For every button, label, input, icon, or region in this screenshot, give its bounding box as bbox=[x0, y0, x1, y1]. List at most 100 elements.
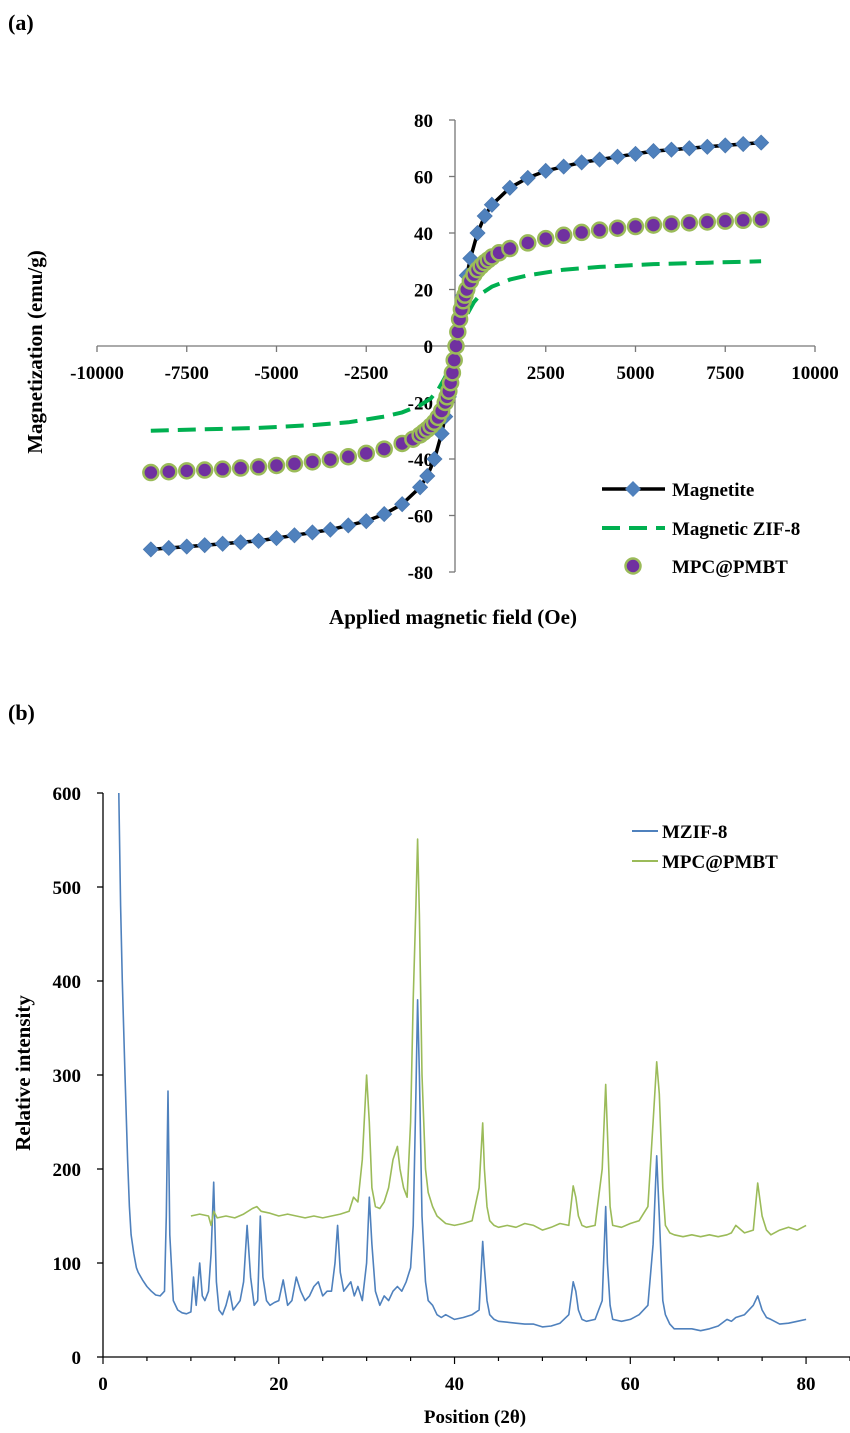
magnetite-point bbox=[304, 524, 321, 541]
y-tick-label: 60 bbox=[414, 168, 433, 189]
y-tick-label: 300 bbox=[53, 1066, 82, 1087]
x-tick-label: 7500 bbox=[706, 363, 744, 384]
y-tick-label: -80 bbox=[408, 563, 433, 584]
magnetite-point bbox=[426, 450, 443, 468]
mpc-pmbt-point bbox=[537, 229, 555, 248]
magnetite-point bbox=[286, 527, 303, 544]
mpc-pmbt-point bbox=[554, 226, 573, 245]
magnetite-point bbox=[322, 521, 339, 538]
magnetite-point bbox=[340, 517, 357, 534]
magnetite-point bbox=[555, 158, 572, 175]
x-axis-title: Position (2θ) bbox=[424, 1407, 526, 1428]
x-tick-label: -10000 bbox=[70, 363, 124, 384]
magnetite-point bbox=[735, 135, 752, 153]
magnetite-point bbox=[419, 467, 436, 485]
magnetite-point bbox=[178, 538, 195, 555]
magnetite-point bbox=[394, 496, 411, 513]
mpc-pmbt-point bbox=[680, 214, 699, 232]
x-tick-label: -7500 bbox=[165, 363, 209, 384]
mpc-pmbt-point bbox=[160, 462, 178, 481]
magnetization-chart: (a) -10000 -7500 -5000 -2500 0 2500 5000 7500 100… bbox=[8, 10, 839, 629]
x-tick-label: 40 bbox=[445, 1374, 464, 1395]
magnetite-point bbox=[645, 143, 662, 160]
legend-label-mzif8: MZIF-8 bbox=[662, 822, 727, 843]
y-tick-label: 20 bbox=[414, 281, 433, 302]
x-tick-label: 0 bbox=[98, 1374, 108, 1395]
mpc-pmbt-point bbox=[321, 450, 340, 469]
x-tick-label: 10000 bbox=[791, 363, 839, 384]
y-axis-title: Relative intensity bbox=[11, 995, 35, 1151]
mpc-pmbt-point bbox=[249, 458, 268, 476]
legend-label-mpc-pmbt: MPC@PMBT bbox=[662, 852, 778, 873]
y-tick-label: -60 bbox=[408, 507, 433, 528]
magnetite-point bbox=[591, 151, 608, 168]
magnetite-point bbox=[250, 532, 267, 549]
mpc-pmbt-point bbox=[445, 351, 463, 369]
mpc-pmbt-point bbox=[357, 444, 375, 463]
x-tick-label: 5000 bbox=[617, 363, 655, 384]
mpc-pmbt-point bbox=[267, 456, 286, 475]
mpc-pmbt-point bbox=[519, 234, 537, 252]
magnetite-point bbox=[232, 534, 249, 551]
x-tick-label: 2500 bbox=[527, 363, 565, 384]
mpc-pmbt-point bbox=[339, 447, 358, 466]
y-tick-label: 500 bbox=[53, 878, 82, 899]
mpc-pmbt-point bbox=[142, 463, 160, 482]
legend-marker-magnetite bbox=[625, 481, 641, 497]
x-tick-label: 20 bbox=[269, 1374, 288, 1395]
magnetite-point bbox=[519, 169, 536, 186]
legend-label-magnetite: Magnetite bbox=[672, 480, 754, 501]
magnetite-point bbox=[717, 137, 734, 154]
mpc-pmbt-point bbox=[608, 219, 627, 237]
legend-label-mpc-pmbt: MPC@PMBT bbox=[672, 557, 788, 578]
y-tick-label: -40 bbox=[408, 450, 433, 471]
x-axis-title: Applied magnetic field (Oe) bbox=[329, 605, 577, 629]
mpc-pmbt-point bbox=[644, 216, 663, 234]
mpc-pmbt-point bbox=[231, 459, 250, 477]
magnetite-point bbox=[358, 513, 375, 530]
mpc-pmbt-point bbox=[375, 440, 393, 458]
y-tick-label: 200 bbox=[53, 1160, 82, 1181]
magnetite-point bbox=[699, 138, 716, 155]
legend: MZIF-8 MPC@PMBT bbox=[632, 822, 778, 873]
x-tick-label: -5000 bbox=[254, 363, 298, 384]
mpc-pmbt-point bbox=[447, 337, 465, 355]
mpc-pmbt-point bbox=[734, 211, 752, 230]
series-line-mzif8 bbox=[118, 792, 807, 1332]
mpc-pmbt-point bbox=[752, 210, 770, 229]
mpc-pmbt-point bbox=[590, 221, 609, 239]
magnetite-point bbox=[681, 140, 698, 157]
y-tick-label: 600 bbox=[53, 784, 82, 805]
mpc-pmbt-point bbox=[626, 217, 645, 236]
mpc-pmbt-point bbox=[501, 239, 519, 258]
magnetite-point bbox=[142, 541, 159, 558]
mpc-pmbt-point bbox=[285, 455, 304, 473]
mpc-pmbt-point bbox=[662, 215, 681, 233]
magnetite-point bbox=[469, 224, 486, 242]
magnetite-point bbox=[609, 148, 626, 165]
x-tick-label: 80 bbox=[797, 1374, 816, 1395]
y-tick-label: 40 bbox=[414, 224, 433, 245]
magnetite-point bbox=[753, 134, 770, 151]
panel-label: (b) bbox=[8, 700, 35, 725]
magnetite-point bbox=[627, 145, 644, 162]
magnetite-point bbox=[214, 535, 231, 552]
magnetite-point bbox=[376, 506, 393, 523]
x-tick-label: 60 bbox=[621, 1374, 640, 1395]
mpc-pmbt-point bbox=[195, 461, 214, 479]
magnetite-point bbox=[483, 196, 500, 213]
y-tick-label: 0 bbox=[72, 1348, 82, 1369]
x-tick-label: -2500 bbox=[344, 363, 388, 384]
panel-label: (a) bbox=[8, 10, 34, 35]
xrd-chart: (b) 0 100 200 300 400 500 600 0 20 40 60 80 Position … bbox=[8, 700, 850, 1428]
mpc-pmbt-point bbox=[178, 462, 196, 480]
y-tick-label: 80 bbox=[414, 111, 433, 132]
mpc-pmbt-point bbox=[572, 223, 591, 242]
magnetite-point bbox=[501, 179, 518, 196]
mpc-pmbt-point bbox=[303, 453, 322, 471]
y-tick-label: 100 bbox=[53, 1254, 82, 1275]
y-tick-label: 400 bbox=[53, 972, 82, 993]
mpc-pmbt-point bbox=[716, 212, 734, 230]
legend-label-magnetic-zif8: Magnetic ZIF-8 bbox=[672, 519, 800, 540]
magnetite-point bbox=[573, 154, 590, 171]
